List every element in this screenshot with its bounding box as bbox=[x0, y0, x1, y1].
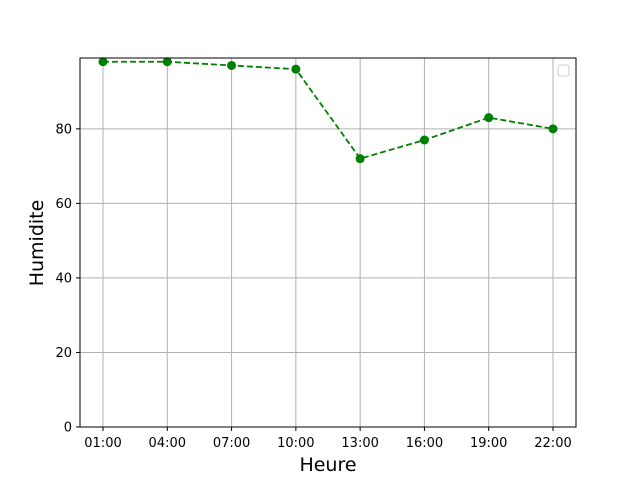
y-tick-label: 80 bbox=[55, 122, 72, 137]
data-point bbox=[291, 64, 301, 74]
x-tick-label: 16:00 bbox=[406, 436, 443, 451]
data-point bbox=[419, 135, 429, 145]
data-point bbox=[98, 57, 108, 67]
data-point bbox=[484, 113, 494, 123]
tick-layer: 01:00 04:00 07:00 10:00 13:00 16:00 19:00 22:00… bbox=[55, 122, 571, 451]
x-axis-title: Heure bbox=[299, 454, 356, 476]
data-point bbox=[548, 124, 558, 134]
y-axis-title: Humidite bbox=[26, 200, 48, 287]
series-layer bbox=[98, 57, 558, 164]
y-tick-label: 20 bbox=[55, 346, 72, 361]
x-tick-label: 04:00 bbox=[149, 436, 186, 451]
plot-frame bbox=[79, 57, 577, 428]
data-point bbox=[227, 60, 237, 70]
x-tick-label: 13:00 bbox=[341, 436, 378, 451]
x-tick-label: 19:00 bbox=[470, 436, 507, 451]
x-tick-label: 01:00 bbox=[84, 436, 121, 451]
series-line bbox=[103, 60, 554, 160]
x-tick-label: 10:00 bbox=[277, 436, 314, 451]
data-point bbox=[355, 154, 365, 164]
x-tick-label: 22:00 bbox=[534, 436, 571, 451]
x-tick-label: 07:00 bbox=[213, 436, 250, 451]
y-tick-label: 40 bbox=[55, 271, 72, 286]
plot-background bbox=[80, 58, 576, 427]
legend-box bbox=[557, 64, 570, 77]
data-point bbox=[162, 57, 172, 67]
y-tick-label: 0 bbox=[64, 421, 72, 436]
y-tick-label: 60 bbox=[55, 197, 72, 212]
